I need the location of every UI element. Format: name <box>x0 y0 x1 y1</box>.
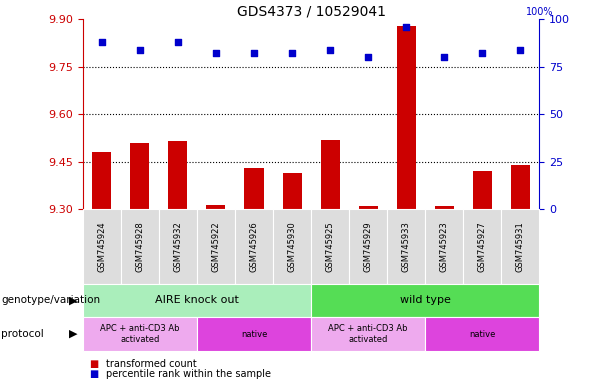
Text: 100%: 100% <box>526 7 553 17</box>
Text: GSM745929: GSM745929 <box>364 222 373 272</box>
Text: GSM745923: GSM745923 <box>440 221 449 272</box>
Text: GSM745922: GSM745922 <box>211 222 221 272</box>
Text: wild type: wild type <box>400 295 451 306</box>
Text: APC + anti-CD3 Ab
activated: APC + anti-CD3 Ab activated <box>100 324 180 344</box>
Text: native: native <box>241 329 267 339</box>
Text: protocol: protocol <box>1 329 44 339</box>
Point <box>97 39 107 45</box>
Bar <box>245 168 264 209</box>
Text: GSM745925: GSM745925 <box>326 222 335 272</box>
Title: GDS4373 / 10529041: GDS4373 / 10529041 <box>237 4 386 18</box>
Text: transformed count: transformed count <box>106 359 197 369</box>
Point <box>364 54 373 60</box>
Text: GSM745928: GSM745928 <box>135 221 144 272</box>
Text: native: native <box>469 329 495 339</box>
Text: ■: ■ <box>89 369 98 379</box>
Point <box>478 50 487 56</box>
Text: GSM745931: GSM745931 <box>516 221 525 272</box>
Text: AIRE knock out: AIRE knock out <box>155 295 239 306</box>
Point <box>249 50 259 56</box>
Text: GSM745927: GSM745927 <box>478 221 487 272</box>
Bar <box>207 205 226 209</box>
Bar <box>397 25 416 209</box>
Bar <box>435 206 454 209</box>
Bar <box>283 173 302 209</box>
Point <box>402 24 411 30</box>
Bar <box>131 143 150 209</box>
Bar <box>511 165 530 209</box>
Text: percentile rank within the sample: percentile rank within the sample <box>106 369 271 379</box>
Point <box>516 46 525 53</box>
Text: GSM745924: GSM745924 <box>97 222 106 272</box>
Point <box>287 50 297 56</box>
Point <box>440 54 449 60</box>
Bar <box>321 140 340 209</box>
Point <box>135 46 145 53</box>
Text: GSM745930: GSM745930 <box>287 221 297 272</box>
Text: APC + anti-CD3 Ab
activated: APC + anti-CD3 Ab activated <box>329 324 408 344</box>
Text: ▶: ▶ <box>69 295 78 306</box>
Bar <box>169 141 188 209</box>
Text: GSM745932: GSM745932 <box>173 221 183 272</box>
Text: genotype/variation: genotype/variation <box>1 295 101 306</box>
Bar <box>359 206 378 209</box>
Point <box>211 50 221 56</box>
Point <box>173 39 183 45</box>
Point <box>326 46 335 53</box>
Text: GSM745926: GSM745926 <box>249 221 259 272</box>
Bar <box>93 152 112 209</box>
Text: GSM745933: GSM745933 <box>402 221 411 272</box>
Bar <box>473 171 492 209</box>
Text: ■: ■ <box>89 359 98 369</box>
Text: ▶: ▶ <box>69 329 78 339</box>
